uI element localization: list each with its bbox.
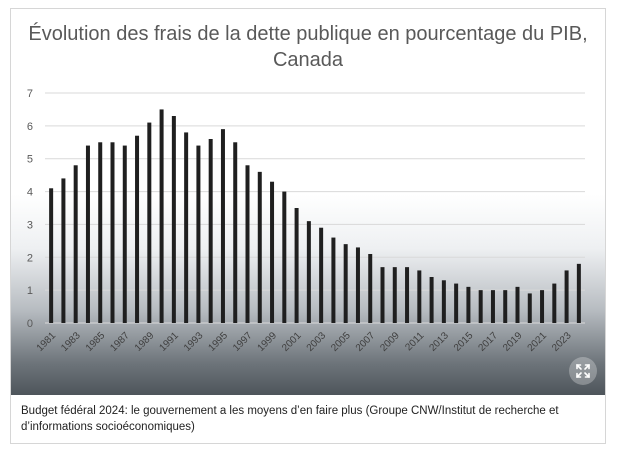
bar (49, 188, 54, 323)
bar (540, 290, 545, 323)
x-tick-label: 2003 (305, 330, 329, 354)
x-tick-label: 1993 (182, 330, 206, 354)
bar (355, 247, 360, 323)
bar (233, 142, 238, 323)
x-tick-label: 1985 (84, 330, 108, 354)
bar (490, 290, 495, 323)
bar (392, 267, 397, 323)
expand-button[interactable] (569, 357, 597, 385)
y-tick-label: 4 (27, 187, 33, 199)
bar (73, 165, 78, 323)
bar (552, 283, 557, 323)
x-tick-label: 2023 (550, 330, 574, 354)
bar (564, 270, 569, 323)
bar (110, 142, 115, 323)
bar (85, 145, 90, 323)
bar (61, 178, 66, 323)
bar (135, 135, 140, 323)
x-tick-label: 1987 (108, 330, 132, 354)
x-tick-label: 2007 (354, 330, 378, 354)
x-tick-label: 1983 (59, 330, 83, 354)
bar (294, 208, 299, 323)
x-tick-label: 2021 (526, 330, 550, 354)
y-tick-label: 7 (27, 88, 33, 100)
x-tick-label: 1995 (207, 330, 231, 354)
bar (319, 227, 324, 323)
chart-title: Évolution des frais de la dette publique… (28, 23, 588, 71)
bar-chart: 0 1 2 3 4 5 6 7 1981 1983 1985 1987 1989 1991 1993 1995… (27, 88, 585, 354)
x-tick-label: 1999 (256, 330, 280, 354)
bar (380, 267, 385, 323)
x-tick-label: 2011 (403, 330, 426, 353)
y-tick-label: 3 (27, 219, 33, 231)
bar (454, 283, 459, 323)
bar (184, 132, 189, 323)
bar (466, 286, 471, 323)
bar (196, 145, 201, 323)
bar (343, 244, 348, 323)
bar (576, 263, 581, 323)
bar (98, 142, 103, 323)
y-tick-label: 5 (27, 154, 33, 166)
bar (171, 116, 176, 323)
chart-figure: Évolution des frais de la dette publique… (11, 9, 605, 395)
x-tick-label: 2001 (280, 330, 304, 354)
bar (282, 191, 287, 323)
bar (527, 293, 532, 323)
x-tick-label: 1981 (35, 330, 59, 354)
bar (405, 267, 410, 323)
x-tick-label: 2005 (329, 330, 353, 354)
expand-arrows-icon (576, 364, 590, 378)
y-tick-label: 6 (27, 121, 33, 133)
figure-card: Évolution des frais de la dette publique… (10, 8, 606, 444)
bar (503, 290, 508, 323)
x-tick-label: 2017 (477, 330, 501, 354)
bar (245, 165, 250, 323)
x-tick-label: 2009 (378, 330, 402, 354)
bar (257, 171, 262, 323)
bar (220, 129, 225, 323)
y-tick-label: 2 (27, 252, 33, 264)
x-tick-label: 2013 (427, 330, 451, 354)
bar (147, 122, 152, 323)
x-tick-label: 1991 (157, 330, 181, 354)
x-tick-label: 2019 (501, 330, 525, 354)
bar (429, 277, 434, 323)
bar (331, 237, 336, 323)
x-tick-label: 2015 (452, 330, 476, 354)
bar (478, 290, 483, 323)
x-tick-label: 1997 (231, 330, 255, 354)
y-tick-label: 1 (27, 285, 33, 297)
bar (441, 280, 446, 323)
y-tick-label: 0 (27, 318, 33, 330)
figure-caption: Budget fédéral 2024: le gouvernement a l… (21, 405, 559, 433)
bar (122, 145, 127, 323)
bar (306, 221, 311, 323)
bar (515, 286, 520, 323)
bar (208, 139, 213, 323)
bar (270, 181, 275, 323)
bar (159, 109, 164, 323)
x-tick-label: 1989 (133, 330, 157, 354)
bar (417, 270, 422, 323)
bar (368, 254, 373, 323)
